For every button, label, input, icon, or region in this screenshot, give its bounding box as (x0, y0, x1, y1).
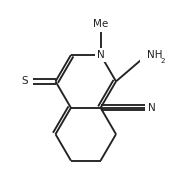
Bar (145, 100, 162, 116)
Text: N: N (148, 103, 156, 113)
Bar (90, 16, 112, 32)
Bar (95, 47, 106, 62)
Text: NH: NH (147, 50, 162, 60)
Text: 2: 2 (160, 57, 165, 64)
Text: S: S (21, 76, 28, 86)
Bar (140, 47, 169, 63)
Text: N: N (97, 50, 105, 60)
Text: Me: Me (93, 19, 108, 29)
Bar (17, 73, 33, 90)
